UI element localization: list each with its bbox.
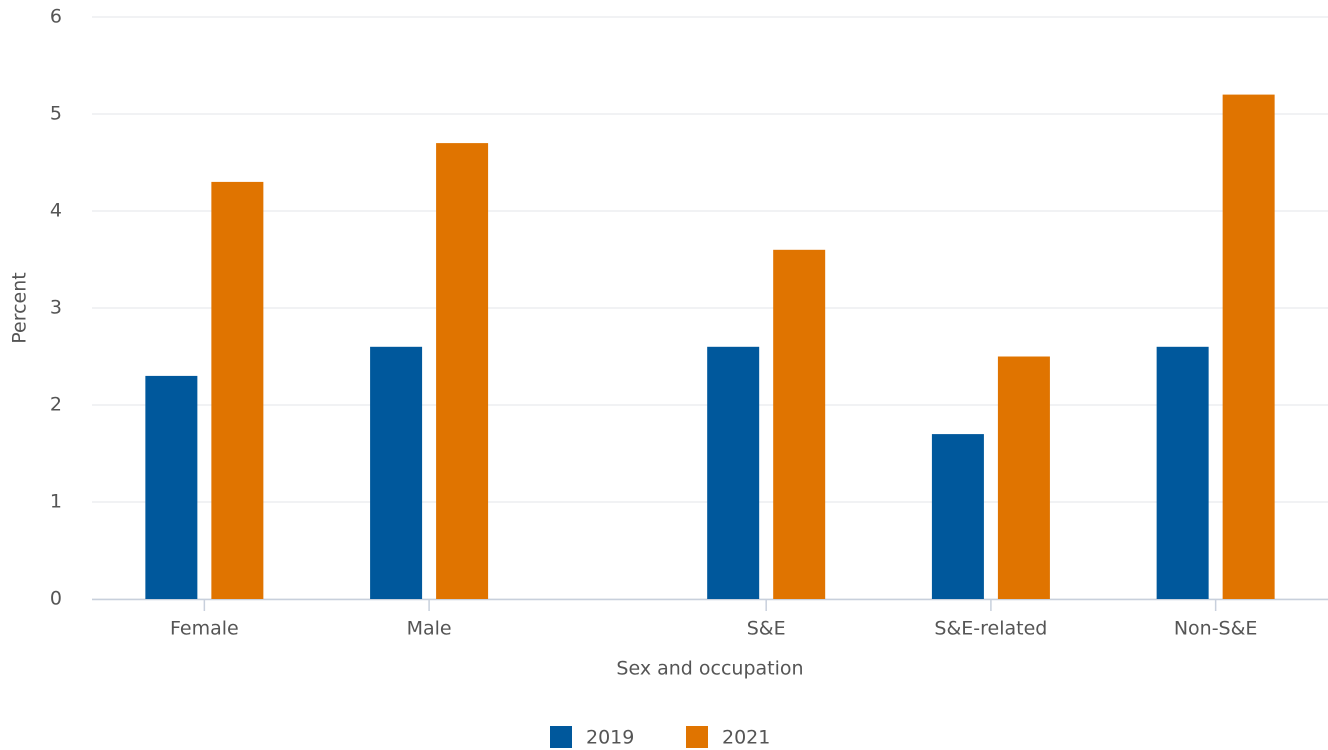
y-tick-label: 4 <box>50 200 62 222</box>
x-tick-label: Non-S&E <box>1174 618 1258 640</box>
legend-label: 2021 <box>722 727 770 749</box>
bar <box>436 143 489 599</box>
y-axis-label: Percent <box>9 272 31 344</box>
y-tick-label: 5 <box>50 103 62 125</box>
x-tick-label: Female <box>170 618 239 640</box>
bar <box>931 434 984 599</box>
y-tick-label: 1 <box>50 491 62 513</box>
x-tick-label: Male <box>407 618 452 640</box>
bar <box>997 356 1050 599</box>
y-tick-label: 6 <box>50 6 62 28</box>
bar <box>145 375 198 599</box>
y-tick-label: 2 <box>50 394 62 416</box>
bar <box>707 346 760 599</box>
x-tick-label: S&E <box>747 618 786 640</box>
bar <box>1156 346 1209 599</box>
bar <box>773 249 826 600</box>
bar <box>211 181 264 599</box>
x-axis-label: Sex and occupation <box>616 658 803 680</box>
bar <box>1222 94 1275 599</box>
legend-label: 2019 <box>586 727 634 749</box>
legend-swatch <box>686 726 708 748</box>
y-tick-label: 0 <box>50 588 62 610</box>
bar <box>370 346 423 599</box>
x-tick-label: S&E-related <box>934 618 1047 640</box>
y-tick-label: 3 <box>50 297 62 319</box>
legend-swatch <box>550 726 572 748</box>
